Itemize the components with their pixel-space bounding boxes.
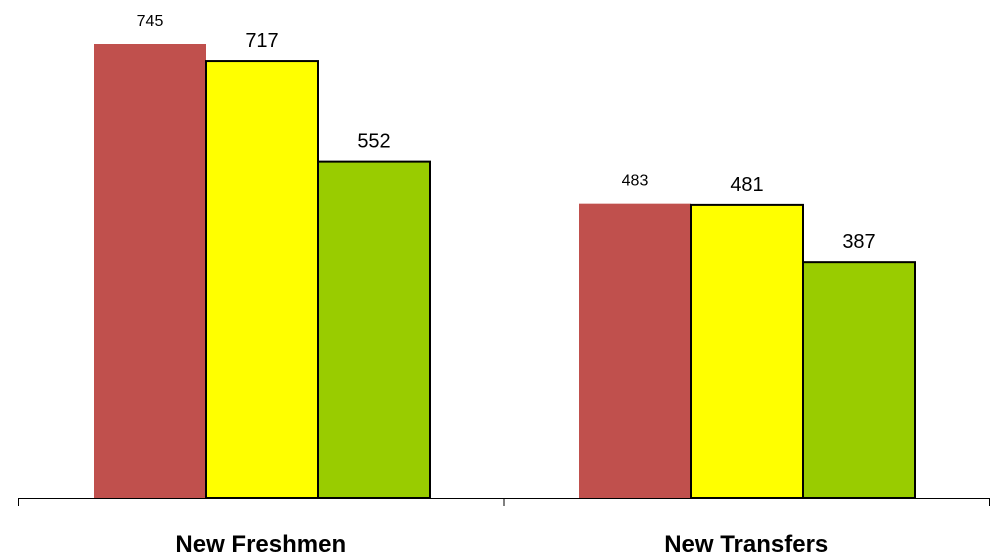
data-label-cat1-series2: 387 [842, 231, 875, 253]
bar-cat1-series1 [690, 203, 804, 500]
bar-cat0-series0 [94, 44, 206, 498]
bars-layer [94, 44, 916, 500]
category-label-new-freshmen: New Freshmen [175, 531, 346, 558]
bar-cat0-series2 [317, 160, 431, 499]
data-labels-layer: 745 717 552 483 481 387 [137, 13, 876, 253]
data-label-cat0-series0: 745 [137, 13, 164, 30]
category-label-new-transfers: New Transfers [664, 531, 828, 558]
bar-cat1-series2 [802, 261, 916, 499]
data-label-cat0-series1: 717 [245, 30, 278, 52]
bar-cat0-series1 [205, 60, 319, 500]
bar-cat1-series0 [579, 203, 691, 498]
category-labels: New Freshmen New Transfers [175, 531, 828, 558]
data-label-cat1-series1: 481 [730, 174, 763, 196]
x-axis-ticks [18, 498, 990, 506]
data-label-cat1-series0: 483 [622, 173, 649, 190]
data-label-cat0-series2: 552 [357, 131, 390, 153]
